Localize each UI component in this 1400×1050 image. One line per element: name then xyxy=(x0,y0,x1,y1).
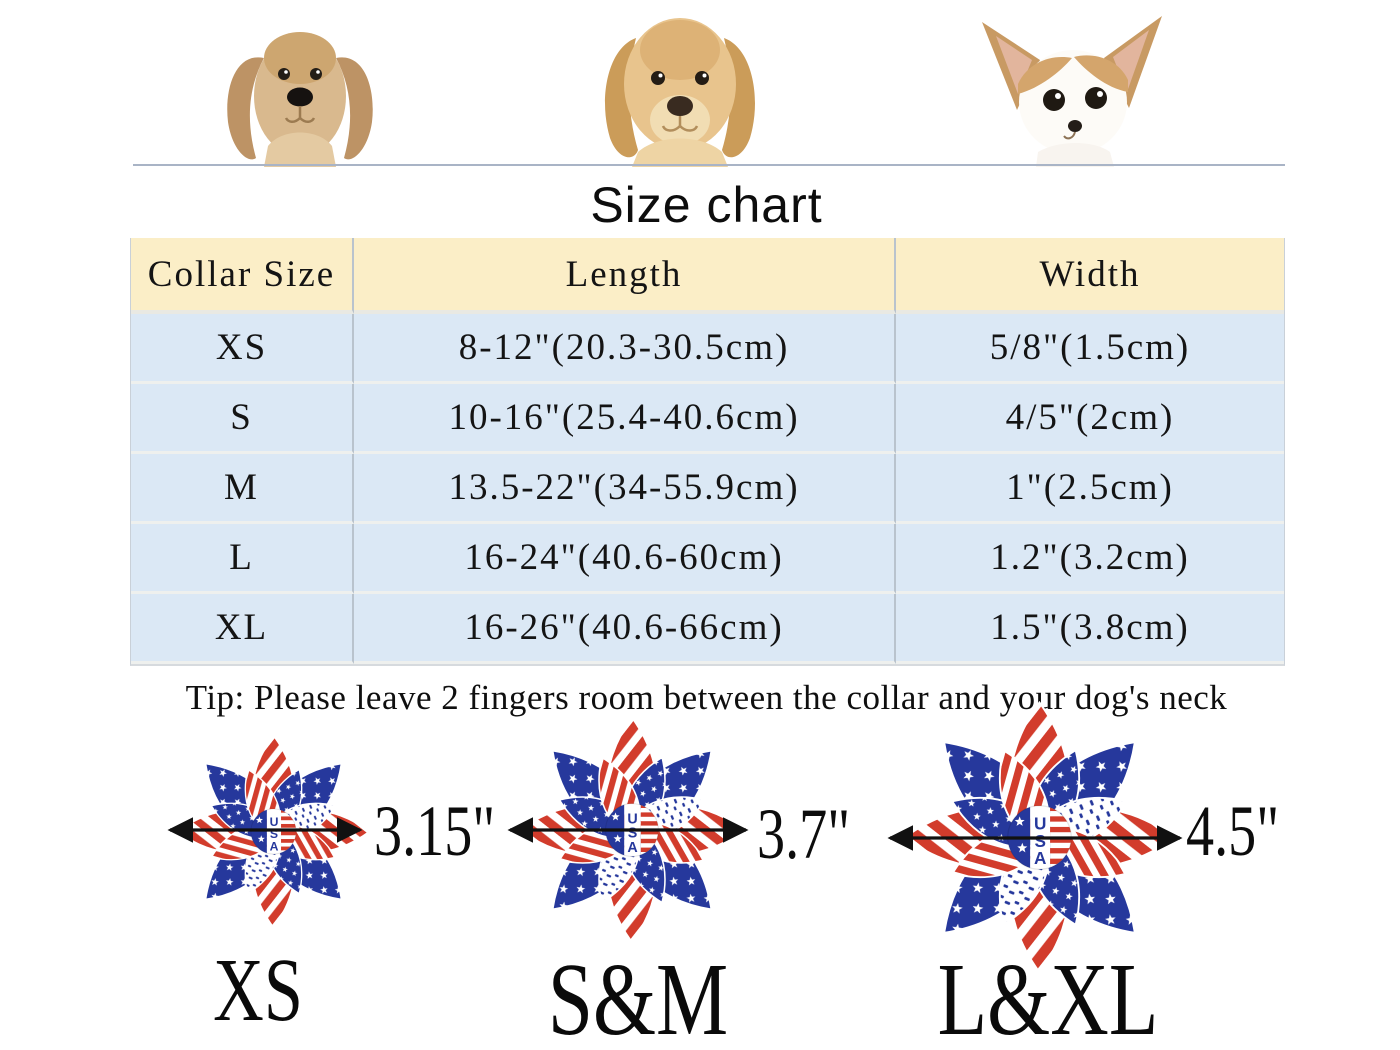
bow-diameter-lxl: 4.5" xyxy=(1186,791,1280,871)
table-row-l-size: L xyxy=(131,524,354,594)
table-row-xl-width: 1.5"(3.8cm) xyxy=(896,594,1284,664)
table-row-s-size: S xyxy=(131,384,354,454)
table-row-xs-size: XS xyxy=(131,314,354,384)
bow-size-label-xs: XS xyxy=(213,941,303,1040)
golden-retriever-puppy-icon xyxy=(605,18,755,167)
table-row-s-length: 10-16"(25.4-40.6cm) xyxy=(354,384,896,454)
svg-text:A: A xyxy=(1034,848,1046,868)
size-table: Collar Size Length Width XS 8-12"(20.3-3… xyxy=(130,238,1285,666)
diameter-arrows xyxy=(167,817,1183,851)
table-row-m-size: M xyxy=(131,454,354,524)
table-row-xs-width: 5/8"(1.5cm) xyxy=(896,314,1284,384)
fit-tip-text: Tip: Please leave 2 fingers room between… xyxy=(185,678,1228,717)
bow-size-label-lxl: L&XL xyxy=(937,942,1159,1050)
table-row-s-width: 4/5"(2cm) xyxy=(896,384,1284,454)
table-row-xl-length: 16-26"(40.6-66cm) xyxy=(354,594,896,664)
bow-diameter-sm: 3.7" xyxy=(757,794,851,874)
table-row-xl-size: XL xyxy=(131,594,354,664)
table-row-l-length: 16-24"(40.6-60cm) xyxy=(354,524,896,594)
table-row-m-length: 13.5-22"(34-55.9cm) xyxy=(354,454,896,524)
table-row-xs-length: 8-12"(20.3-30.5cm) xyxy=(354,314,896,384)
bow-diameter-xs: 3.15" xyxy=(374,791,496,871)
table-row-m-width: 1"(2.5cm) xyxy=(896,454,1284,524)
column-header-length: Length xyxy=(354,238,896,314)
divider-line xyxy=(133,164,1285,166)
svg-text:A: A xyxy=(270,839,279,853)
dachshund-dog-icon xyxy=(227,32,373,167)
svg-text:A: A xyxy=(627,840,637,856)
page-title: Size chart xyxy=(590,177,823,233)
dog-photos-row xyxy=(227,16,1162,167)
chihuahua-dog-icon xyxy=(982,16,1162,167)
bow-size-label-sm: S&M xyxy=(547,942,729,1050)
table-row-l-width: 1.2"(3.2cm) xyxy=(896,524,1284,594)
column-header-width: Width xyxy=(896,238,1284,314)
column-header-collar-size: Collar Size xyxy=(131,238,354,314)
